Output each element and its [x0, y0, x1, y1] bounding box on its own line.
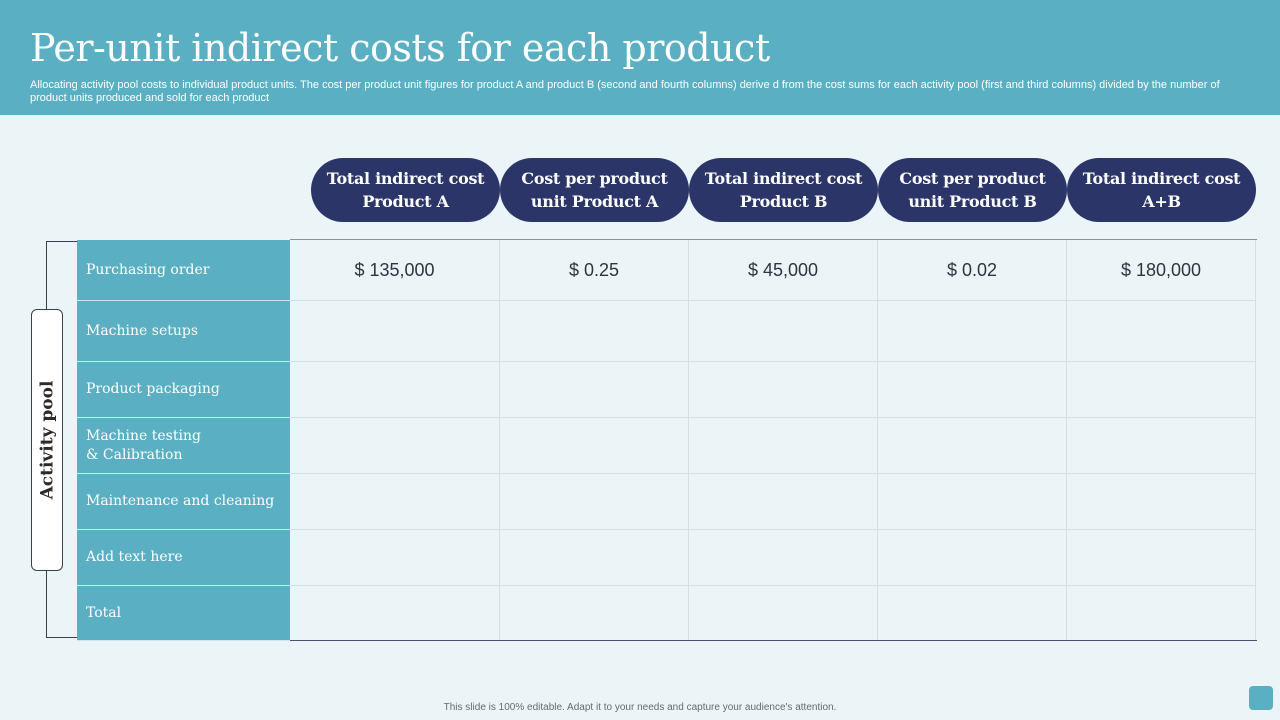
- row-label-text: Machine setups: [86, 322, 199, 339]
- row-label-text: Machine testing & Calibration: [86, 427, 201, 463]
- column-header-4: Cost per product unit Product B: [878, 158, 1067, 222]
- table-cell: [500, 530, 689, 586]
- activity-pool-label: Activity pool: [37, 380, 58, 500]
- row-label-text: Total: [86, 604, 122, 621]
- table-cell: [290, 418, 500, 474]
- slide-subtitle: Allocating activity pool costs to indivi…: [30, 79, 1220, 104]
- row-label: Machine setups: [77, 301, 290, 362]
- table-cell: [878, 586, 1067, 641]
- table-cell: [689, 301, 878, 362]
- column-header-2: Cost per product unit Product A: [500, 158, 689, 222]
- table-cell: [878, 362, 1067, 418]
- activity-pool-label-box: Activity pool: [31, 309, 63, 571]
- table-cell: [290, 586, 500, 641]
- table-cell: [689, 418, 878, 474]
- row-label: Purchasing order: [77, 240, 290, 301]
- row-label: Machine testing & Calibration: [77, 418, 290, 474]
- slide-corner-button[interactable]: [1249, 686, 1273, 710]
- table-cell: [878, 301, 1067, 362]
- table-cell: [1067, 418, 1256, 474]
- table-cell: [500, 474, 689, 530]
- slide-title: Per-unit indirect costs for each product: [30, 26, 770, 70]
- column-header-3: Total indirect cost Product B: [689, 158, 878, 222]
- table-cell: [500, 362, 689, 418]
- row-label-text: Purchasing order: [86, 261, 210, 278]
- column-header-5: Total indirect cost A+B: [1067, 158, 1256, 222]
- table-cell: $ 180,000: [1067, 240, 1256, 301]
- table-cell: [1067, 362, 1256, 418]
- row-label-text: Add text here: [86, 549, 183, 565]
- table-cell: [689, 362, 878, 418]
- table-cell: [500, 418, 689, 474]
- table-cell: [689, 530, 878, 586]
- table-cell: [1067, 474, 1256, 530]
- table-cell: [290, 301, 500, 362]
- table-cell: [689, 586, 878, 641]
- table-cell: [878, 474, 1067, 530]
- row-label: Maintenance and cleaning: [77, 474, 290, 530]
- table-cell: [878, 530, 1067, 586]
- table-cell: [1067, 586, 1256, 641]
- row-label: Add text here: [77, 530, 290, 586]
- table-cell: $ 135,000: [290, 240, 500, 301]
- row-label-text: Maintenance and cleaning: [86, 493, 275, 509]
- table-cell: [290, 362, 500, 418]
- table-cell: [500, 301, 689, 362]
- table-cell: [878, 418, 1067, 474]
- table-cell: $ 45,000: [689, 240, 878, 301]
- table-cell: [1067, 530, 1256, 586]
- row-label: Product packaging: [77, 362, 290, 418]
- table-cell: [1067, 301, 1256, 362]
- column-header-1: Total indirect cost Product A: [311, 158, 500, 222]
- row-label-text: Product packaging: [86, 381, 220, 397]
- table-cell: [290, 530, 500, 586]
- table-cell: $ 0.25: [500, 240, 689, 301]
- table-cell: [689, 474, 878, 530]
- table-cell: $ 0.02: [878, 240, 1067, 301]
- table-top-rule: [290, 239, 1257, 240]
- table-cell: [290, 474, 500, 530]
- table-bottom-rule: [290, 640, 1257, 641]
- footer-note: This slide is 100% editable. Adapt it to…: [443, 702, 837, 713]
- row-label: Total: [77, 586, 290, 641]
- slide-header: Per-unit indirect costs for each product…: [0, 0, 1280, 115]
- table-cell: [500, 586, 689, 641]
